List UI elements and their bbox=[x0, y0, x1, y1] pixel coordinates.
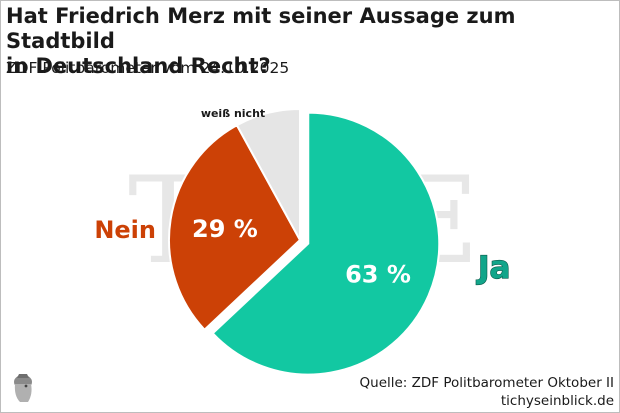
source-text: Quelle: ZDF Politbarometer Oktober II bbox=[359, 375, 614, 391]
chart-subtitle: ZDF Politbarometer vom 24.10.2025 bbox=[6, 59, 290, 77]
publisher-logo-icon bbox=[14, 374, 32, 402]
slice-name-wei-nicht: weiß nicht bbox=[201, 107, 265, 120]
pie-slice-ja bbox=[211, 111, 441, 376]
chart-title: Hat Friedrich Merz mit seiner Aussage zu… bbox=[6, 4, 606, 79]
value-label-ja: 63 % bbox=[345, 261, 411, 289]
source-note: Quelle: ZDF Politbarometer Oktober II ti… bbox=[360, 374, 614, 410]
value-label-nein: 29 % bbox=[192, 215, 258, 243]
slice-name-ja: Ja bbox=[476, 250, 510, 286]
pie-slice-nein bbox=[168, 123, 302, 332]
title-line-1: Hat Friedrich Merz mit seiner Aussage zu… bbox=[6, 4, 516, 53]
site-url: tichyseinblick.de bbox=[500, 393, 614, 409]
pie-slice-wei-nicht bbox=[235, 107, 301, 241]
title-line-2: in Deutschland Recht? bbox=[6, 54, 271, 78]
slice-name-nein: Nein bbox=[94, 216, 156, 244]
